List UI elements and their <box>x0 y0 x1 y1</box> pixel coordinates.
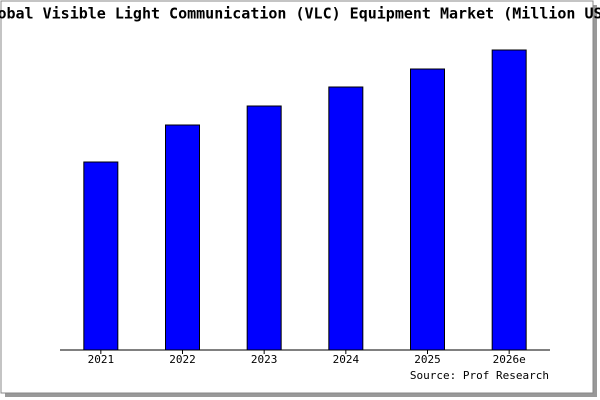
bar <box>83 161 119 351</box>
x-tick-label: 2026e <box>493 353 526 366</box>
bar <box>246 105 282 351</box>
x-tick-label: 2024 <box>333 353 360 366</box>
x-tick-label: 2025 <box>414 353 441 366</box>
x-tick-label: 2022 <box>169 353 196 366</box>
bar <box>328 86 364 351</box>
x-tick-label: 2023 <box>251 353 278 366</box>
x-tick-label: 2021 <box>88 353 115 366</box>
bar <box>165 124 200 351</box>
bar <box>410 68 445 351</box>
bar <box>491 49 527 351</box>
chart-title: Global Visible Light Communication (VLC)… <box>0 5 600 23</box>
source: Source: Prof Research <box>410 369 549 382</box>
